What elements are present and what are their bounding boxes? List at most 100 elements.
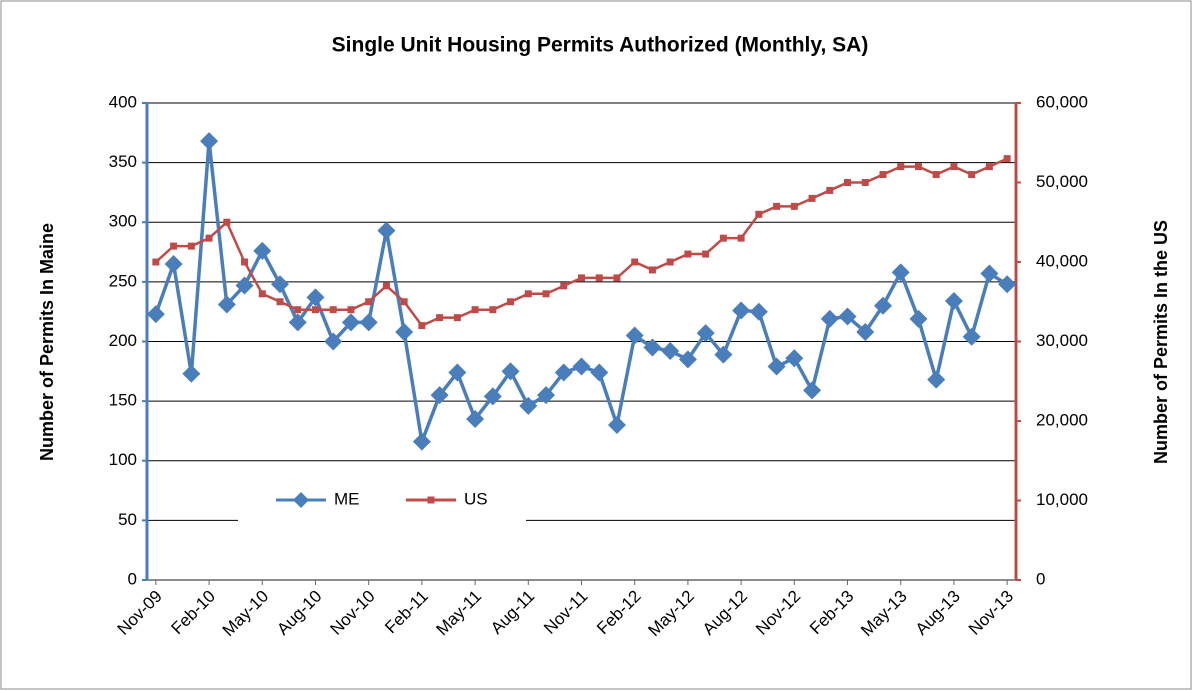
marker [932,171,940,179]
marker [826,186,834,194]
marker [524,290,532,298]
marker [542,290,550,298]
marker [288,313,307,332]
marker [767,357,786,376]
marker [519,396,538,415]
y-tick-label: 0 [128,569,137,588]
marker [223,218,231,226]
marker [696,324,715,343]
marker [891,263,910,282]
marker [666,258,674,266]
y-axis-title: Number of Permits In Maine [37,223,57,461]
y-tick-label: 150 [109,391,137,410]
marker [684,250,692,258]
marker [253,241,272,260]
marker [483,387,502,406]
marker [985,163,993,171]
marker [595,274,603,282]
y-tick-label: 300 [109,212,137,231]
marker [927,370,946,389]
legend-label: ME [334,489,360,508]
marker [719,234,727,242]
chart-title: Single Unit Housing Permits Authorized (… [332,34,869,57]
marker [755,210,763,218]
marker [489,306,497,314]
y-tick-label: 250 [109,271,137,290]
y2-axis-title: Number of Permits In the US [1151,220,1171,464]
marker [430,386,449,405]
legend-marker [293,492,309,508]
marker [241,258,249,266]
marker [152,258,160,266]
marker [968,171,976,179]
marker [980,264,999,283]
marker [507,298,515,306]
marker [808,194,816,202]
marker [648,266,656,274]
marker [838,307,857,326]
marker [714,345,733,364]
marker [170,242,178,250]
marker [790,202,798,210]
marker [962,327,981,346]
marker [258,290,266,298]
marker [200,132,219,151]
marker [560,282,568,290]
marker [803,381,822,400]
marker [856,322,875,341]
y-tick-label: 350 [109,152,137,171]
y2-tick-label: 10,000 [1036,490,1088,509]
marker [737,234,745,242]
y-tick-label: 100 [109,450,137,469]
marker [217,295,236,314]
marker [235,276,254,295]
marker [625,326,644,345]
marker [400,298,408,306]
marker [950,163,958,171]
marker [607,415,626,434]
marker [773,202,781,210]
marker [749,302,768,321]
marker [418,322,426,330]
marker [412,432,431,451]
marker [578,274,585,282]
y2-tick-label: 30,000 [1036,331,1088,350]
marker [324,332,343,351]
marker [294,306,302,314]
marker [554,363,573,382]
marker [182,364,201,383]
marker [572,357,591,376]
marker [276,298,284,306]
marker [785,349,804,368]
marker [820,309,839,328]
marker [187,242,195,250]
legend-label: US [464,489,488,508]
marker [914,163,922,171]
marker [1003,155,1011,163]
marker [347,306,355,314]
marker [643,338,662,357]
marker [702,250,710,258]
marker [329,306,337,314]
marker [661,342,680,361]
marker [613,274,621,282]
y2-tick-label: 20,000 [1036,410,1088,429]
marker [466,410,485,429]
marker [365,298,373,306]
y2-tick-label: 60,000 [1036,92,1088,111]
marker [501,362,520,381]
y-tick-label: 200 [109,331,137,350]
marker [311,306,319,314]
y-tick-label: 50 [118,510,137,529]
marker [436,314,444,322]
marker [897,163,905,171]
marker [271,275,290,294]
marker [164,254,183,273]
marker [377,221,396,240]
legend-marker [427,496,435,504]
marker [382,282,390,290]
marker [873,296,892,315]
marker [732,301,751,320]
marker [341,313,360,332]
